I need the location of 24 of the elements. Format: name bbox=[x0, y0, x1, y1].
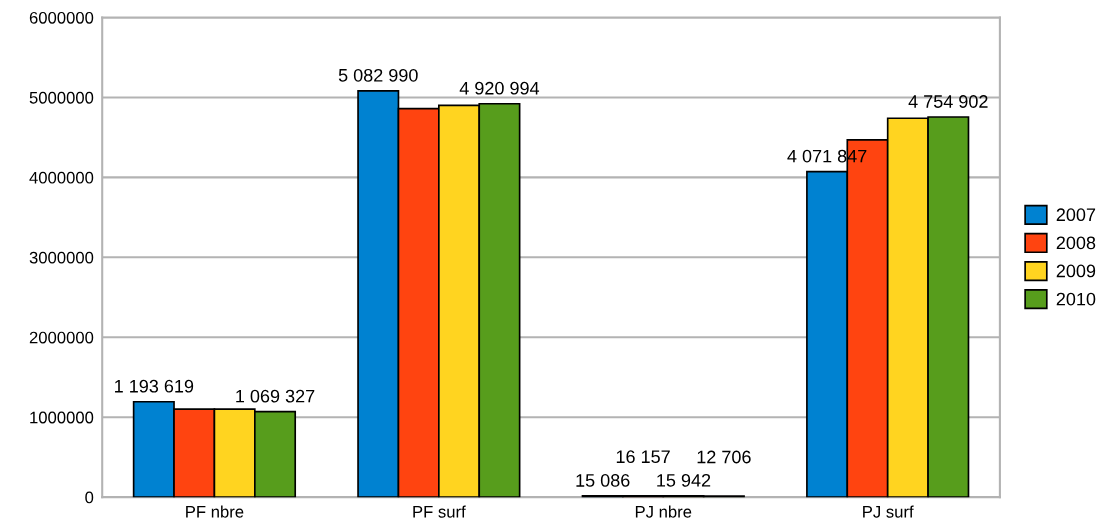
x-tick-label: PJ surf bbox=[863, 505, 914, 518]
data-label: 5 082 990 bbox=[338, 68, 418, 82]
data-label: 12 706 bbox=[697, 450, 751, 464]
y-tick-label: 0 bbox=[85, 491, 94, 504]
data-label: 4 920 994 bbox=[459, 81, 540, 95]
y-tick-label: 5000000 bbox=[29, 91, 94, 104]
data-label: 16 157 bbox=[616, 450, 670, 464]
data-label: 1 069 327 bbox=[236, 389, 315, 403]
y-tick-label: 3000000 bbox=[29, 251, 94, 264]
data-label: 4 754 902 bbox=[908, 95, 988, 108]
y-tick-label: 2000000 bbox=[29, 331, 94, 344]
y-tick-label: 6000000 bbox=[29, 11, 94, 24]
legend-label: 2009 bbox=[1056, 264, 1096, 278]
y-tick-label: 1000000 bbox=[30, 411, 94, 424]
legend-label: 2007 bbox=[1056, 208, 1096, 222]
legend-label: 2010 bbox=[1056, 292, 1096, 306]
y-tick-label: 4000000 bbox=[29, 171, 94, 184]
x-tick-label: PF surf bbox=[413, 505, 466, 518]
legend-label: 2008 bbox=[1056, 236, 1096, 250]
data-label: 15 086 bbox=[576, 474, 630, 487]
data-label: 15 942 bbox=[657, 473, 711, 487]
x-tick-label: PF nbre bbox=[186, 505, 244, 518]
x-tick-label: PJ nbre bbox=[635, 505, 692, 518]
data-label: 1 193 619 bbox=[115, 379, 194, 393]
